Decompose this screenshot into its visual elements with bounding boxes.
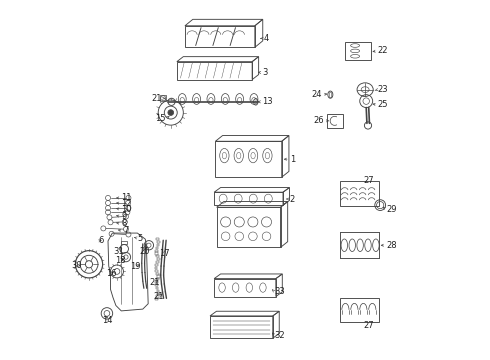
Bar bbox=[156, 273, 159, 275]
Text: 8: 8 bbox=[122, 219, 126, 228]
Text: 13: 13 bbox=[262, 97, 273, 106]
Bar bbox=[156, 261, 159, 263]
Text: 30: 30 bbox=[71, 261, 82, 270]
Bar bbox=[155, 284, 158, 286]
Bar bbox=[340, 181, 379, 206]
Bar bbox=[155, 247, 158, 249]
Text: 14: 14 bbox=[102, 316, 112, 325]
Text: 10: 10 bbox=[122, 205, 132, 214]
Text: 9: 9 bbox=[122, 212, 126, 221]
Text: 21: 21 bbox=[149, 278, 160, 287]
Text: 33: 33 bbox=[275, 287, 286, 296]
Text: 19: 19 bbox=[130, 262, 141, 271]
Text: 5: 5 bbox=[137, 234, 143, 243]
Text: 27: 27 bbox=[364, 176, 374, 185]
Text: 11: 11 bbox=[122, 193, 132, 202]
Text: 25: 25 bbox=[378, 100, 388, 109]
Circle shape bbox=[168, 110, 173, 116]
Bar bbox=[326, 114, 343, 128]
Bar bbox=[157, 244, 159, 246]
Text: 3: 3 bbox=[262, 68, 268, 77]
Bar bbox=[157, 290, 159, 292]
Text: 26: 26 bbox=[313, 116, 324, 125]
Bar bbox=[155, 252, 158, 255]
Text: 1: 1 bbox=[290, 155, 295, 164]
Text: 12: 12 bbox=[122, 199, 132, 208]
Text: 16: 16 bbox=[106, 269, 117, 278]
Bar bbox=[155, 267, 157, 269]
Text: 7: 7 bbox=[123, 226, 128, 235]
Bar bbox=[155, 281, 158, 283]
Text: 6: 6 bbox=[98, 237, 104, 246]
Bar bbox=[155, 264, 158, 266]
Bar bbox=[157, 258, 160, 260]
Bar bbox=[155, 249, 158, 252]
Bar bbox=[344, 42, 371, 60]
Bar bbox=[157, 293, 160, 295]
Text: 31: 31 bbox=[114, 247, 124, 256]
Bar bbox=[122, 240, 127, 244]
Text: 2: 2 bbox=[290, 194, 295, 203]
Text: 22: 22 bbox=[378, 46, 388, 55]
Bar bbox=[340, 298, 379, 322]
Bar bbox=[329, 93, 331, 97]
Text: 32: 32 bbox=[275, 332, 285, 341]
Text: 29: 29 bbox=[386, 205, 396, 214]
Text: 24: 24 bbox=[312, 90, 322, 99]
Bar bbox=[155, 287, 158, 289]
Text: 21: 21 bbox=[151, 94, 162, 103]
Bar bbox=[157, 241, 160, 243]
Bar bbox=[156, 278, 159, 280]
Text: 17: 17 bbox=[159, 249, 170, 258]
Bar bbox=[155, 298, 158, 301]
Text: 4: 4 bbox=[264, 34, 269, 43]
Text: 15: 15 bbox=[155, 114, 166, 123]
Text: 23: 23 bbox=[378, 85, 388, 94]
Bar bbox=[156, 238, 159, 240]
Text: 21: 21 bbox=[154, 292, 164, 301]
Text: 20: 20 bbox=[139, 247, 150, 256]
Bar bbox=[155, 270, 158, 272]
Text: 28: 28 bbox=[386, 241, 396, 250]
Bar bbox=[156, 255, 159, 257]
Bar bbox=[157, 275, 160, 278]
Text: 27: 27 bbox=[364, 321, 374, 330]
Bar bbox=[160, 95, 167, 102]
Bar bbox=[156, 296, 159, 298]
Text: 18: 18 bbox=[115, 256, 125, 265]
